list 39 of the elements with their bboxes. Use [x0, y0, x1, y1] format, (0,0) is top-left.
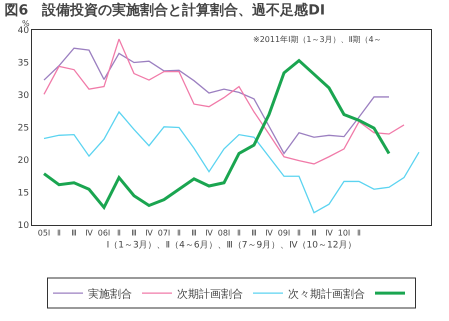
legend-label: 次々期計画割合	[288, 287, 365, 300]
x-tick-label: 09Ⅰ	[278, 228, 290, 238]
x-tick-label: 05Ⅰ	[38, 228, 50, 238]
annotation: ※2011年Ⅰ期（1～3月）、Ⅱ期（4～	[253, 35, 382, 44]
x-tick-label: Ⅳ	[145, 228, 154, 238]
x-tick-label: 08Ⅰ	[218, 228, 230, 238]
x-tick-label: Ⅳ	[265, 228, 274, 238]
line-series	[43, 111, 420, 214]
x-tick-label: Ⅱ	[297, 228, 302, 238]
legend-label: 実施割合	[88, 287, 132, 300]
x-tick-label: 06Ⅰ	[98, 228, 110, 238]
y-tick-label: 35	[18, 58, 30, 69]
y-tick-label: 25	[18, 124, 30, 134]
x-axis-title: Ⅰ（1～3月）、Ⅱ（4～6月）、Ⅲ（7～9月）、Ⅳ（10～12月）	[106, 240, 356, 250]
line-series	[42, 59, 390, 209]
x-tick-label: Ⅳ	[85, 228, 94, 238]
x-tick-label: Ⅲ	[191, 228, 197, 238]
y-tick-label: 15	[18, 188, 30, 199]
x-tick-label: Ⅲ	[251, 228, 257, 238]
x-tick-label: Ⅱ	[57, 228, 62, 238]
x-tick-label: Ⅱ	[177, 228, 182, 238]
x-tick-label: Ⅱ	[237, 228, 242, 238]
x-tick-label: Ⅱ	[357, 228, 362, 238]
y-tick-label: 20	[18, 156, 30, 166]
y-tick-label: 10	[18, 221, 30, 232]
x-tick-label: Ⅲ	[311, 228, 317, 238]
y-tick-label: 40	[18, 26, 30, 36]
y-tick-label: 30	[18, 91, 30, 102]
x-tick-label: 07Ⅰ	[158, 228, 170, 238]
y-axis-title: %	[22, 19, 30, 28]
x-tick-label: Ⅱ	[117, 228, 122, 238]
x-tick-label: Ⅳ	[205, 228, 214, 238]
chart-title: 図6 設備投資の実施割合と計算割合、過不足感DI	[4, 2, 326, 19]
line-series	[43, 48, 390, 154]
x-tick-label: 10Ⅰ	[338, 228, 350, 238]
x-tick-label: Ⅲ	[131, 228, 137, 238]
legend-label: 次期計画割合	[177, 287, 243, 300]
x-tick-label: Ⅳ	[325, 228, 334, 238]
x-tick-label: Ⅲ	[71, 228, 77, 238]
